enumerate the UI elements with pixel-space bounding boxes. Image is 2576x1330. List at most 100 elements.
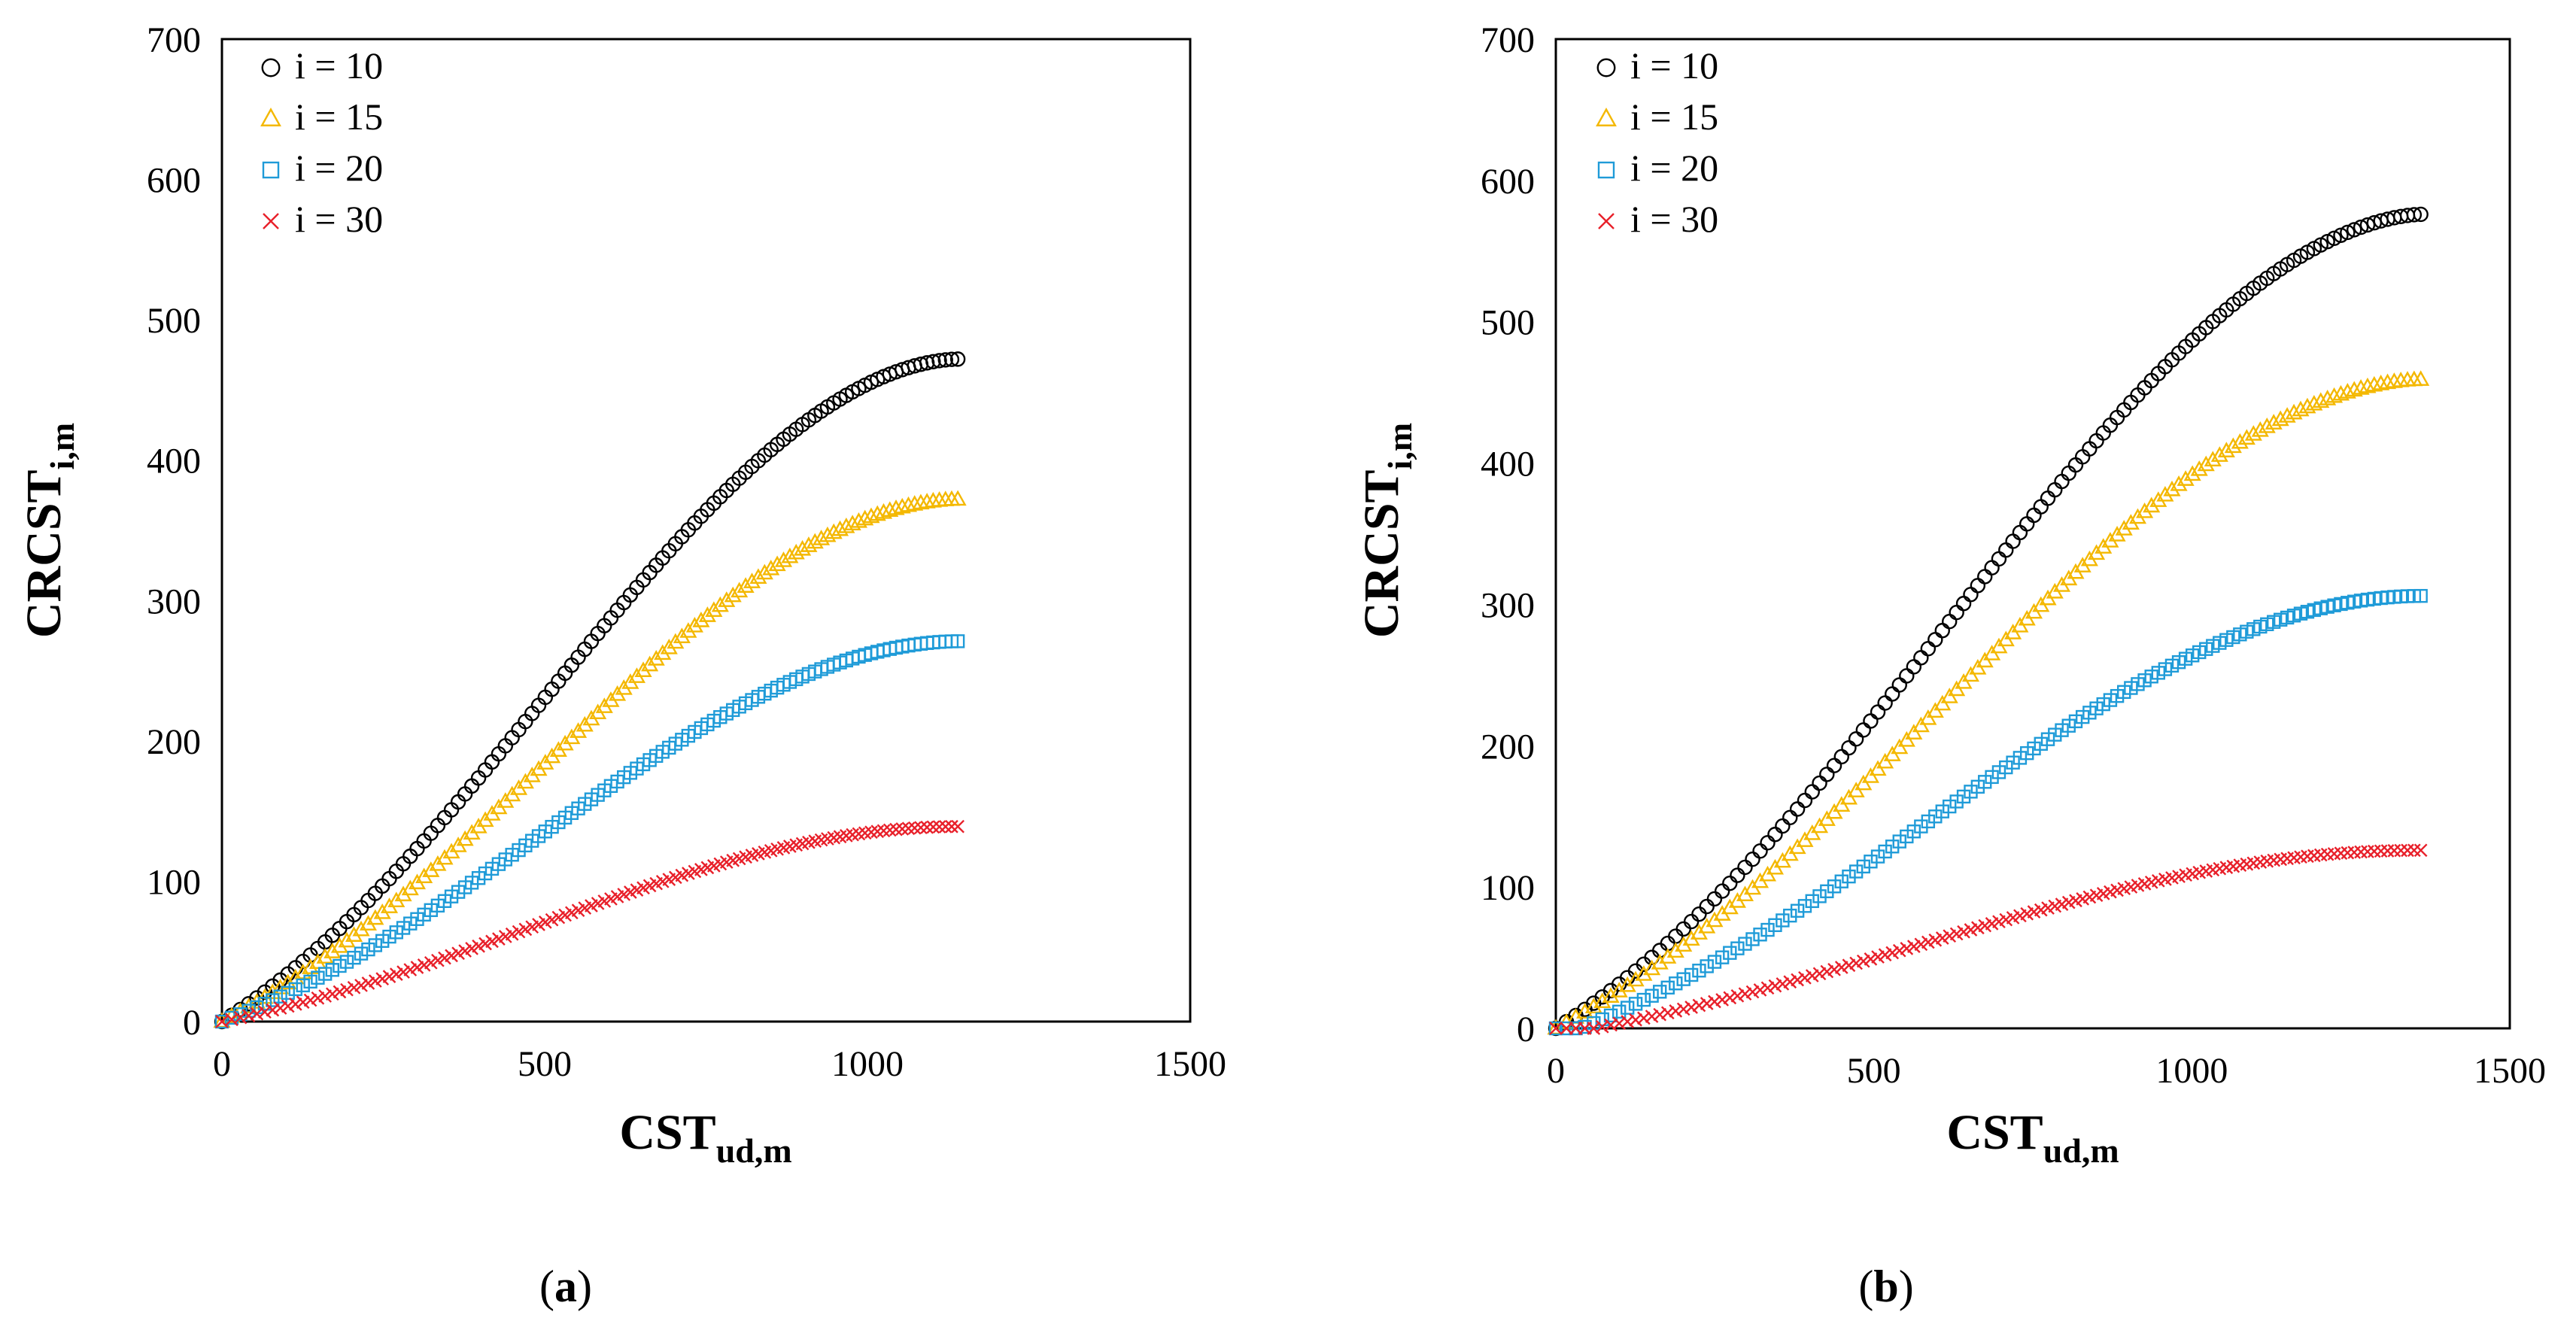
data-point — [1723, 946, 1737, 960]
data-point — [1900, 829, 1914, 844]
data-point — [943, 351, 960, 367]
data-point — [1864, 855, 1878, 869]
data-point — [774, 551, 793, 567]
chart-panel-a: 0 100 200 300 400 500 600 700 0 500 1000 1500 i = … — [17, 20, 1226, 1311]
legend-entry: i = 15 — [260, 96, 383, 138]
data-point — [1791, 973, 1804, 987]
legend-label: i = 20 — [1630, 147, 1718, 189]
y-tick-label: 400 — [1481, 445, 1535, 484]
data-point — [2048, 727, 2062, 742]
data-point — [1629, 1013, 1642, 1027]
legend: i = 10 i = 15 i = 20 i = 30 — [260, 44, 383, 240]
legend-entry: i = 20 — [1597, 147, 1718, 189]
data-point — [874, 503, 893, 519]
data-point — [950, 634, 965, 648]
data-point — [2298, 397, 2316, 414]
legend-marker — [260, 108, 281, 126]
data-point — [1949, 794, 1964, 809]
data-point — [925, 354, 941, 369]
data-point — [2204, 451, 2222, 466]
data-point — [1559, 1021, 1574, 1036]
data-point — [895, 822, 910, 836]
data-point — [2027, 741, 2041, 756]
data-point — [281, 985, 295, 1001]
data-point — [1978, 775, 1992, 789]
data-point — [2061, 718, 2076, 733]
data-point — [1738, 937, 1752, 951]
data-point — [1692, 998, 1706, 1013]
data-point — [1669, 976, 1683, 991]
data-point — [1602, 987, 1620, 1003]
data-point — [288, 998, 302, 1011]
data-point — [862, 507, 880, 524]
y-tick-label: 300 — [147, 581, 201, 621]
data-point — [1708, 994, 1721, 1009]
data-point — [257, 997, 272, 1011]
data-point — [325, 987, 339, 1001]
data-point — [2224, 437, 2242, 454]
data-point — [1676, 1002, 1690, 1016]
data-point — [2312, 392, 2330, 408]
legend-label: i = 30 — [295, 198, 383, 240]
data-point — [1653, 1007, 1667, 1022]
data-point — [2271, 410, 2289, 427]
data-point — [899, 496, 918, 512]
legend-marker — [1598, 213, 1615, 229]
y-tick-label: 700 — [147, 20, 201, 60]
data-point — [2183, 465, 2201, 481]
data-point — [926, 820, 940, 834]
data-point — [1692, 964, 1706, 978]
data-point — [250, 1007, 264, 1021]
data-point — [1878, 948, 1892, 962]
data-point — [825, 523, 843, 539]
data-point — [692, 612, 710, 627]
data-point — [354, 946, 369, 961]
legend-entry: i = 30 — [263, 198, 383, 240]
data-point — [273, 989, 287, 1004]
y-axis-label: CRCSTi,m — [17, 423, 81, 638]
y-tick-label: 700 — [1481, 20, 1535, 60]
data-point — [2258, 417, 2276, 433]
legend-marker — [262, 161, 280, 179]
data-point — [296, 978, 310, 993]
legend-label: i = 10 — [1630, 44, 1718, 87]
data-point — [396, 921, 411, 935]
legend-label: i = 15 — [295, 96, 383, 138]
data-point — [1700, 959, 1714, 973]
data-point — [1856, 954, 1870, 968]
data-point — [737, 577, 755, 593]
data-point — [2407, 843, 2421, 858]
plot-area-frame — [220, 38, 1192, 1023]
data-point — [2040, 732, 2055, 746]
data-point — [1812, 967, 1827, 981]
x-axis-label: CSTud,m — [1946, 1105, 2119, 1170]
data-point — [296, 995, 310, 1010]
data-point — [705, 601, 723, 618]
data-point — [1569, 1021, 1583, 1036]
data-point — [2217, 442, 2235, 457]
data-point — [1595, 1012, 1609, 1027]
data-point — [881, 501, 899, 518]
y-tick-label: 600 — [147, 161, 201, 201]
data-point — [330, 937, 348, 953]
y-tick-label: 300 — [1481, 585, 1535, 625]
data-point — [2340, 224, 2356, 241]
data-point — [1700, 997, 1714, 1010]
data-point — [1871, 950, 1885, 964]
legend-marker — [1596, 58, 1616, 77]
y-tick-label: 600 — [1481, 162, 1535, 202]
data-point — [1827, 879, 1842, 894]
y-tick-label: 200 — [1481, 727, 1535, 767]
data-point — [1637, 1011, 1651, 1025]
data-point — [1776, 913, 1790, 928]
data-point — [1848, 864, 1864, 879]
data-point — [2278, 407, 2296, 423]
data-point — [1730, 867, 1745, 883]
data-point — [2149, 491, 2167, 507]
data-point — [258, 1005, 272, 1019]
data-point — [1684, 1001, 1698, 1014]
data-point — [266, 993, 280, 1007]
data-point — [361, 942, 375, 957]
legend-marker — [1596, 108, 1617, 126]
data-point — [711, 596, 729, 612]
